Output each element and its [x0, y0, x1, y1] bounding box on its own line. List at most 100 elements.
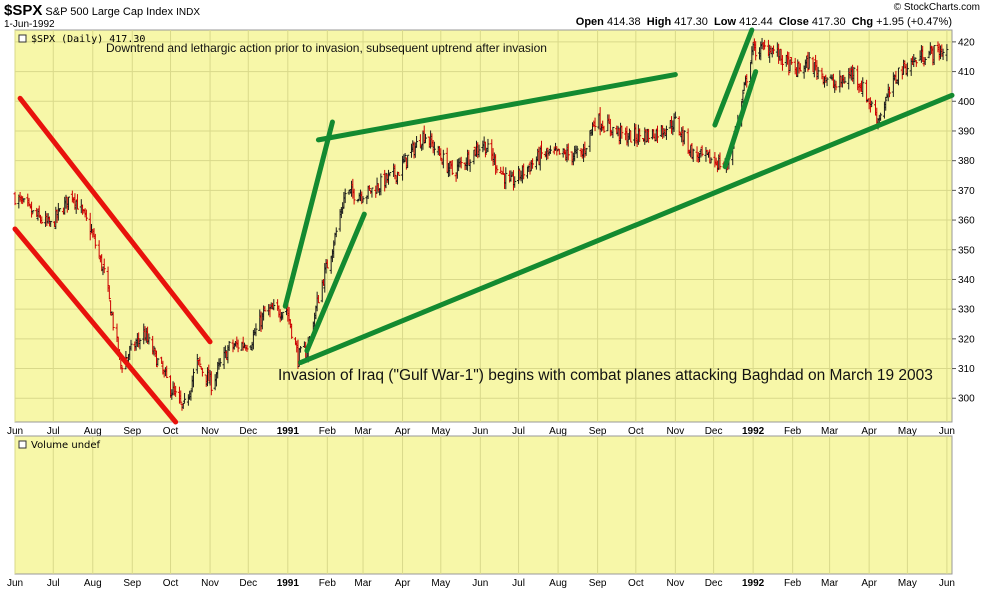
ohlc-bar: [495, 165, 499, 174]
x-tick-label: May: [898, 426, 917, 437]
ohlc-bar: [195, 353, 199, 374]
trendlines: [12, 27, 955, 425]
ohlc-bar: [513, 176, 517, 188]
x-tick-label: Nov: [666, 578, 684, 589]
ohlc-bar: [593, 117, 597, 132]
low-label: Low: [714, 16, 737, 28]
ohlc-bar: [361, 196, 365, 203]
ohlc-bar: [439, 148, 443, 161]
y-tick-label: 310: [958, 364, 975, 375]
ohlc-bar: [905, 62, 909, 77]
ohlc-bar: [557, 148, 561, 155]
x-tick-label: Mar: [354, 426, 372, 437]
ohlc-bar: [165, 365, 169, 379]
trendline: [12, 226, 179, 425]
price-legend: $SPX (Daily) 417.30: [18, 34, 145, 45]
low-value: 412.44: [739, 16, 773, 28]
x-tick-label: Mar: [821, 426, 839, 437]
x-tick-label: Dec: [239, 578, 257, 589]
ohlc-bar: [251, 329, 255, 350]
ohlc-bar: [913, 57, 917, 63]
ohlc-bar: [504, 167, 508, 190]
ohlc-bar: [691, 148, 695, 162]
ohlc-bar: [865, 79, 869, 103]
x-tick-label: Sep: [123, 426, 141, 437]
ohlc-bar: [138, 338, 142, 350]
chg-value: +1.95 (+0.47%): [876, 16, 952, 28]
ohlc-bar: [459, 156, 463, 169]
ohlc-bar: [120, 366, 124, 373]
ohlc-bar: [555, 146, 559, 156]
ohlc-bar: [179, 390, 183, 404]
x-tick-label: Dec: [239, 426, 257, 437]
x-tick-label: Oct: [628, 578, 644, 589]
ohlc-bar: [611, 126, 615, 139]
ohlc-bar: [941, 48, 945, 61]
x-tick-label: Jul: [512, 578, 525, 589]
ohlc-bar: [325, 259, 329, 269]
ohlc-bar: [787, 52, 791, 76]
close-label: Close: [778, 16, 809, 28]
ohlc-bar: [156, 357, 160, 366]
ohlc-bar: [415, 136, 419, 149]
x-tick-label: Jun: [472, 426, 488, 437]
y-tick-label: 380: [958, 156, 975, 167]
trendline: [282, 119, 335, 309]
close-value: 417.30: [811, 16, 846, 28]
ohlc-bar: [664, 125, 668, 140]
y-tick-label: 360: [958, 216, 975, 227]
ohlc-bar: [367, 185, 371, 191]
price-y-axis: 300 310 320 330 340 350 360 370 380 390 400 410 420: [952, 37, 975, 405]
ohlc-bar: [629, 130, 633, 143]
ohlc-bar: [608, 118, 612, 137]
ohlc-bar: [820, 67, 824, 80]
x-tick-label: Jul: [47, 426, 60, 437]
ohlc-bar: [406, 154, 410, 169]
ohlc-bar: [677, 116, 681, 136]
annotation-invasion: Invasion of Iraq ("Gulf War-1") begins w…: [278, 367, 933, 384]
ohlc-bar: [673, 111, 677, 119]
ohlc-bar: [227, 340, 231, 351]
ohlc-bar: [620, 125, 624, 139]
ohlc-bar: [807, 52, 811, 69]
ohlc-bar: [548, 145, 552, 155]
ohlc-bar: [682, 130, 686, 145]
ohlc-bar: [272, 299, 276, 311]
x-tick-label: Jun: [472, 578, 488, 589]
ohlc-bar: [31, 210, 35, 214]
volume-legend-text: Volume undef: [31, 440, 101, 451]
ohlc-bar: [209, 371, 213, 396]
ohlc-bar: [49, 220, 53, 227]
x-tick-label: Nov: [201, 578, 219, 589]
ohlc-bar: [236, 339, 240, 353]
x-tick-label: Feb: [319, 426, 337, 437]
ohlc-bar: [379, 173, 383, 196]
x-tick-label: 1991: [277, 578, 300, 589]
ohlc-bar: [700, 145, 704, 157]
chg-label: Chg: [851, 16, 874, 28]
ohlc-bar: [843, 76, 847, 83]
ohlc-bar: [852, 66, 856, 85]
ohlc-bar: [423, 133, 427, 144]
x-tick-label: Mar: [821, 578, 839, 589]
ohlc-bar: [129, 339, 133, 351]
ohlc-bar: [499, 166, 503, 173]
ohlc-bar: [316, 295, 320, 304]
ohlc-bar: [107, 285, 111, 300]
ohlc-bar: [834, 80, 838, 91]
ohlc-bar: [647, 128, 651, 143]
y-tick-label: 330: [958, 305, 975, 316]
x-tick-label: May: [431, 578, 450, 589]
ohlc-bar: [754, 41, 758, 61]
price-grid: [14, 30, 952, 422]
ohlc-bar: [888, 86, 892, 98]
trendline: [304, 211, 367, 354]
ohlc-bar: [334, 227, 338, 238]
x-tick-label: 1992: [742, 578, 765, 589]
ohlc-bar: [772, 45, 776, 55]
x-tick-label: Sep: [589, 578, 607, 589]
ohlc-bar: [88, 212, 92, 241]
ohlc-bar: [75, 194, 79, 210]
ohlc-bar: [584, 147, 588, 156]
